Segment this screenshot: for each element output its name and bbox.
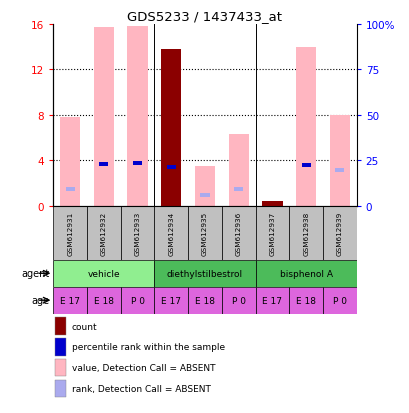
Bar [188,287,221,314]
Bar [200,193,209,197]
Bar [221,287,255,314]
Text: GSM612936: GSM612936 [235,211,241,255]
Text: P 0: P 0 [130,296,144,305]
Bar [255,260,356,287]
Text: GSM612938: GSM612938 [302,211,308,255]
Bar [161,50,181,206]
Text: E 17: E 17 [161,296,181,305]
Text: E 18: E 18 [94,296,114,305]
Bar [329,116,349,206]
Text: E 17: E 17 [262,296,282,305]
Bar [194,167,215,206]
Text: rank, Detection Call = ABSENT: rank, Detection Call = ABSENT [72,385,210,394]
Text: vehicle: vehicle [88,269,120,278]
Text: GSM612932: GSM612932 [101,211,107,255]
Bar [295,47,315,206]
Text: GSM612931: GSM612931 [67,211,73,255]
Text: GSM612939: GSM612939 [336,211,342,255]
Bar [188,206,221,260]
Bar [133,161,142,165]
Text: E 17: E 17 [60,296,80,305]
Bar [120,206,154,260]
Text: GSM612934: GSM612934 [168,211,174,255]
Bar [127,27,147,206]
Bar [262,202,282,206]
Bar [55,380,65,397]
Bar [166,166,175,170]
Bar [301,164,310,168]
Bar [99,162,108,166]
Bar [55,339,65,356]
Bar [154,287,188,314]
Bar [322,206,356,260]
Text: E 18: E 18 [195,296,214,305]
Text: P 0: P 0 [332,296,346,305]
Text: GSM612937: GSM612937 [269,211,275,255]
Text: value, Detection Call = ABSENT: value, Detection Call = ABSENT [72,363,215,373]
Bar [120,287,154,314]
Bar [289,206,322,260]
Bar [53,206,87,260]
Text: GSM612933: GSM612933 [134,211,140,255]
Bar [221,206,255,260]
Bar [255,206,289,260]
Bar [234,188,243,192]
Bar [55,318,65,335]
Text: agent: agent [21,268,49,279]
Bar [154,260,255,287]
Bar [87,287,120,314]
Bar [228,135,248,206]
Bar [289,287,322,314]
Bar [94,28,114,206]
Bar [87,206,120,260]
Text: percentile rank within the sample: percentile rank within the sample [72,343,224,351]
Text: GDS5233 / 1437433_at: GDS5233 / 1437433_at [127,10,282,23]
Bar [65,188,74,192]
Bar [60,118,80,206]
Bar [154,206,188,260]
Text: P 0: P 0 [231,296,245,305]
Bar [53,287,87,314]
Text: diethylstilbestrol: diethylstilbestrol [166,269,243,278]
Text: E 18: E 18 [295,296,315,305]
Bar [322,287,356,314]
Text: GSM612935: GSM612935 [202,211,207,255]
Bar [255,287,289,314]
Text: count: count [72,322,97,331]
Bar [55,359,65,377]
Text: age: age [31,295,49,306]
Text: bisphenol A: bisphenol A [279,269,332,278]
Bar [335,168,344,172]
Bar [53,260,154,287]
